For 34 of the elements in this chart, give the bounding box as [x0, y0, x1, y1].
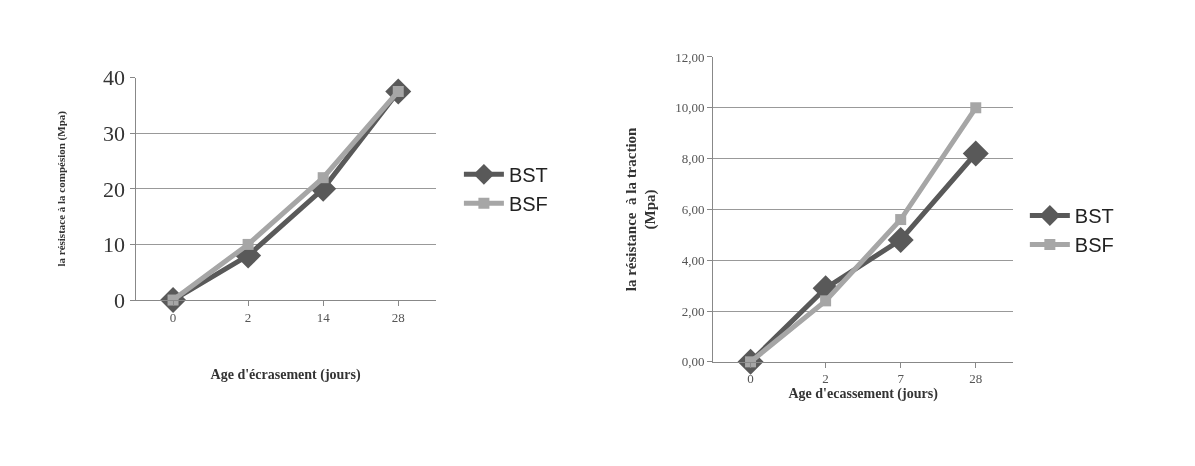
legend-label: BSF	[1074, 234, 1114, 257]
x-tick-label: 2	[822, 371, 829, 387]
x-tick-label: 28	[969, 371, 983, 387]
legend-label: BST	[508, 164, 548, 187]
y-tick-label: 10	[103, 232, 126, 258]
y-tick-label: 8,00	[681, 151, 705, 167]
x-tick-label: 14	[316, 309, 331, 325]
y-tick-label: 2,00	[681, 303, 705, 319]
legend-label: BST	[1074, 205, 1114, 228]
x-tick-label: 2	[244, 309, 252, 325]
y-tick-label: 12,00	[675, 49, 705, 65]
y-tick-label: 30	[103, 120, 126, 146]
y-tick-label: 10,00	[675, 100, 705, 116]
point	[895, 214, 907, 226]
x-tick-label: 28	[391, 309, 405, 325]
y-tick-label: 20	[103, 176, 126, 202]
point	[242, 238, 254, 250]
y-tick-label: 40	[103, 65, 126, 91]
point	[820, 295, 832, 307]
y-axis-title: la résistace à la compésion (Mpa)	[54, 110, 68, 267]
x-tick-label: 0	[169, 309, 177, 325]
y-tick-label: 6,00	[681, 201, 705, 217]
y-tick-label: 0,00	[681, 354, 705, 370]
x-tick-label: 7	[897, 371, 905, 387]
y-axis-title: la résistance à la traction (Mpa)	[622, 126, 660, 292]
point	[887, 226, 914, 253]
legend-label: BSF	[508, 193, 548, 216]
point	[962, 140, 989, 167]
x-axis-title: Age d'écrasement (jours)	[210, 366, 362, 383]
point	[970, 102, 982, 114]
x-axis-title: Age d'ecassement (jours)	[788, 386, 939, 403]
x-tick-label: 0	[747, 371, 754, 387]
y-tick-label: 4,00	[681, 252, 705, 268]
point	[317, 172, 329, 184]
